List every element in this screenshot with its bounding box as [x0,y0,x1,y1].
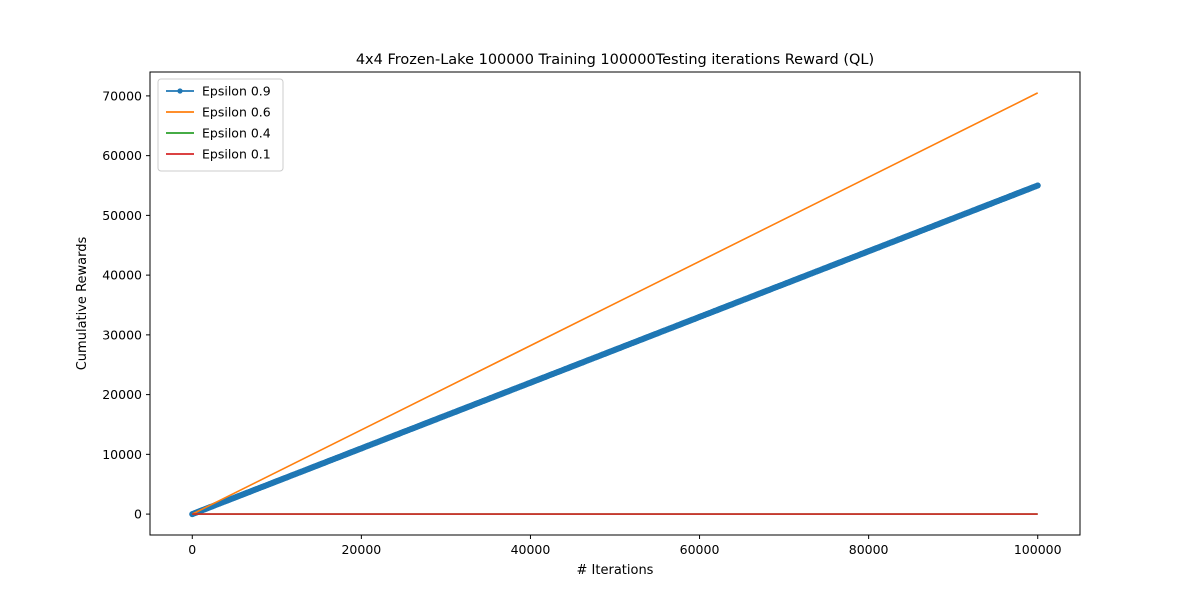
legend-box [157,78,284,172]
legend-marker [177,88,183,94]
y-tick-label: 10000 [102,447,142,462]
data-point [1034,182,1041,189]
legend-label: Epsilon 0.4 [202,126,271,141]
chart-title: 4x4 Frozen-Lake 100000 Training 100000Te… [356,52,874,68]
y-tick-label: 30000 [102,327,142,342]
plot-frame [149,71,1081,536]
x-axis-label: # Iterations [577,563,654,578]
x-tick-label: 60000 [680,542,720,557]
y-axis-label: Cumulative Rewards [75,237,90,371]
x-tick-label: 20000 [341,542,381,557]
x-tick-label: 80000 [849,542,889,557]
x-axis: 0 20000 40000 60000 80000 100000 [188,535,1062,557]
legend-label: Epsilon 0.1 [202,147,271,162]
y-tick-label: 60000 [102,148,142,163]
series-1 [191,92,1039,515]
series-layer [189,92,1041,518]
y-axis: 0 10000 20000 30000 40000 50000 60000 70000 [102,88,150,522]
y-tick-label: 50000 [102,208,142,223]
series-line [191,92,1039,515]
legend-label: Epsilon 0.9 [202,84,271,99]
x-tick-label: 40000 [511,542,551,557]
y-tick-label: 20000 [102,387,142,402]
legend: Epsilon 0.9 Epsilon 0.6 Epsilon 0.4 Epsilon… [157,78,284,172]
y-tick-label: 70000 [102,88,142,103]
x-tick-label: 100000 [1014,542,1062,557]
y-tick-label: 40000 [102,268,142,283]
legend-label: Epsilon 0.6 [202,105,271,120]
x-tick-label: 0 [188,542,196,557]
y-tick-label: 0 [134,507,142,522]
